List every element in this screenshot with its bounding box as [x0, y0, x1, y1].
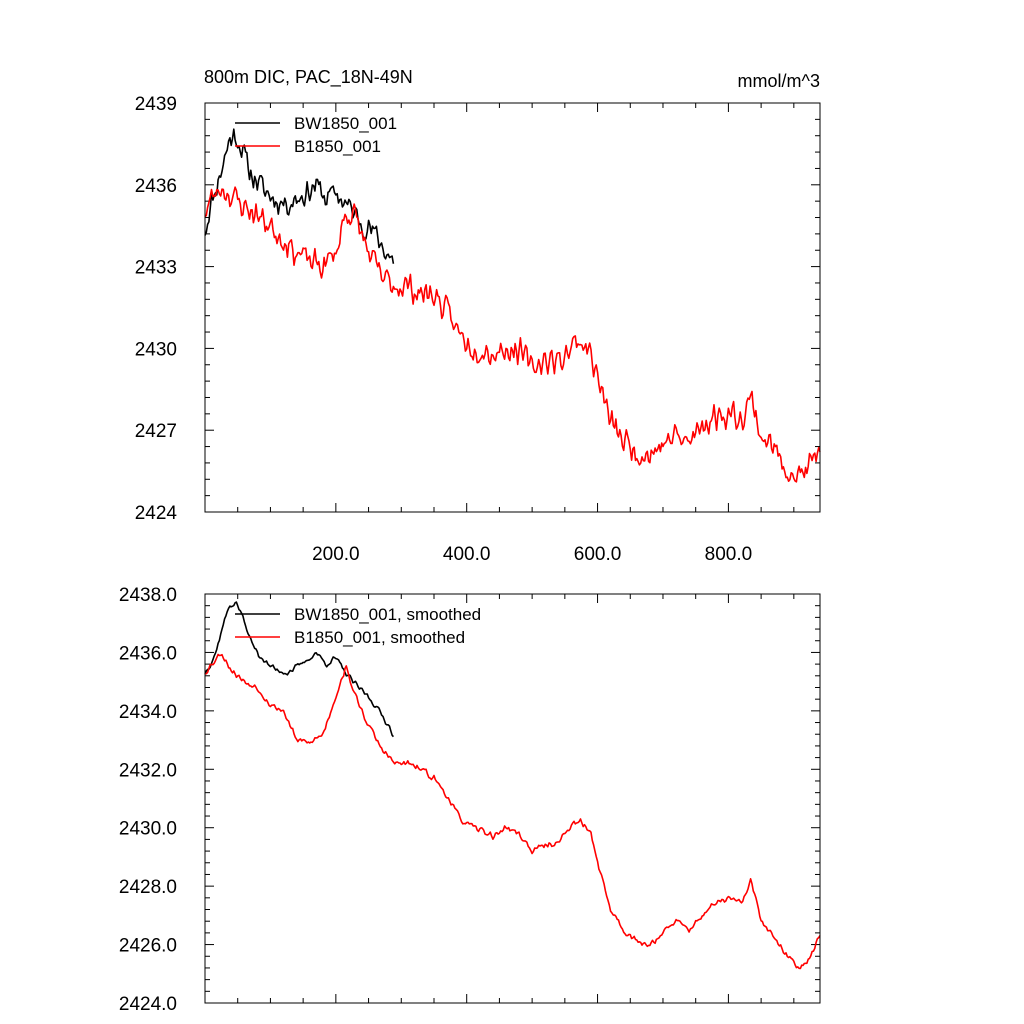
y-tick-label: 2434.0	[119, 702, 177, 723]
x-tick-label: 600.0	[574, 544, 622, 565]
y-tick-label: 2430	[135, 339, 177, 360]
x-tick-label: 800.0	[705, 544, 753, 565]
y-tick-label: 2438.0	[119, 585, 177, 606]
top-series-line-b1850	[204, 186, 821, 483]
y-tick-label: 2424.0	[119, 994, 177, 1015]
y-tick-label: 2430.0	[119, 819, 177, 840]
top-chart-frame	[204, 102, 821, 513]
y-tick-label: 2433	[135, 258, 177, 279]
legend-label: BW1850_001	[294, 114, 397, 133]
x-tick-label: 200.0	[312, 544, 360, 565]
top-chart-axes: 2424 2427 2430 2433 2436 2439 200.0 400.0 600.0 8…	[135, 94, 820, 565]
bottom-chart-frame	[204, 593, 821, 1004]
y-tick-label: 2436.0	[119, 643, 177, 664]
top-chart-title: 800m DIC, PAC_18N-49N	[204, 67, 413, 88]
legend-label: B1850_001	[294, 137, 381, 156]
bottom-chart-series	[204, 601, 821, 970]
y-tick-label: 2427	[135, 421, 177, 442]
x-tick-label: 400.0	[443, 544, 491, 565]
top-chart-legend: BW1850_001 B1850_001	[235, 114, 397, 156]
y-tick-label: 2428.0	[119, 877, 177, 898]
bottom-series-line-b1850	[204, 653, 821, 970]
bottom-chart-axes: 2424.0 2426.0 2428.0 2430.0 2432.0 2434.0 2436…	[119, 585, 820, 1015]
legend-label: B1850_001, smoothed	[294, 628, 465, 647]
bottom-series-line-bw1850	[204, 601, 395, 738]
y-tick-label: 2436	[135, 176, 177, 197]
bottom-chart-legend: BW1850_001, smoothed B1850_001, smoothed	[235, 605, 481, 647]
legend-label: BW1850_001, smoothed	[294, 605, 481, 624]
top-chart-units: mmol/m^3	[738, 71, 820, 91]
y-tick-label: 2432.0	[119, 760, 177, 781]
bottom-chart-panel: 2424.0 2426.0 2428.0 2430.0 2432.0 2434.0 2436…	[119, 585, 821, 1015]
y-tick-label: 2439	[135, 94, 177, 115]
y-tick-label: 2424	[135, 503, 178, 524]
top-chart-panel: 800m DIC, PAC_18N-49N mmol/m^3 242424272…	[135, 67, 821, 565]
y-tick-label: 2426.0	[119, 936, 177, 957]
